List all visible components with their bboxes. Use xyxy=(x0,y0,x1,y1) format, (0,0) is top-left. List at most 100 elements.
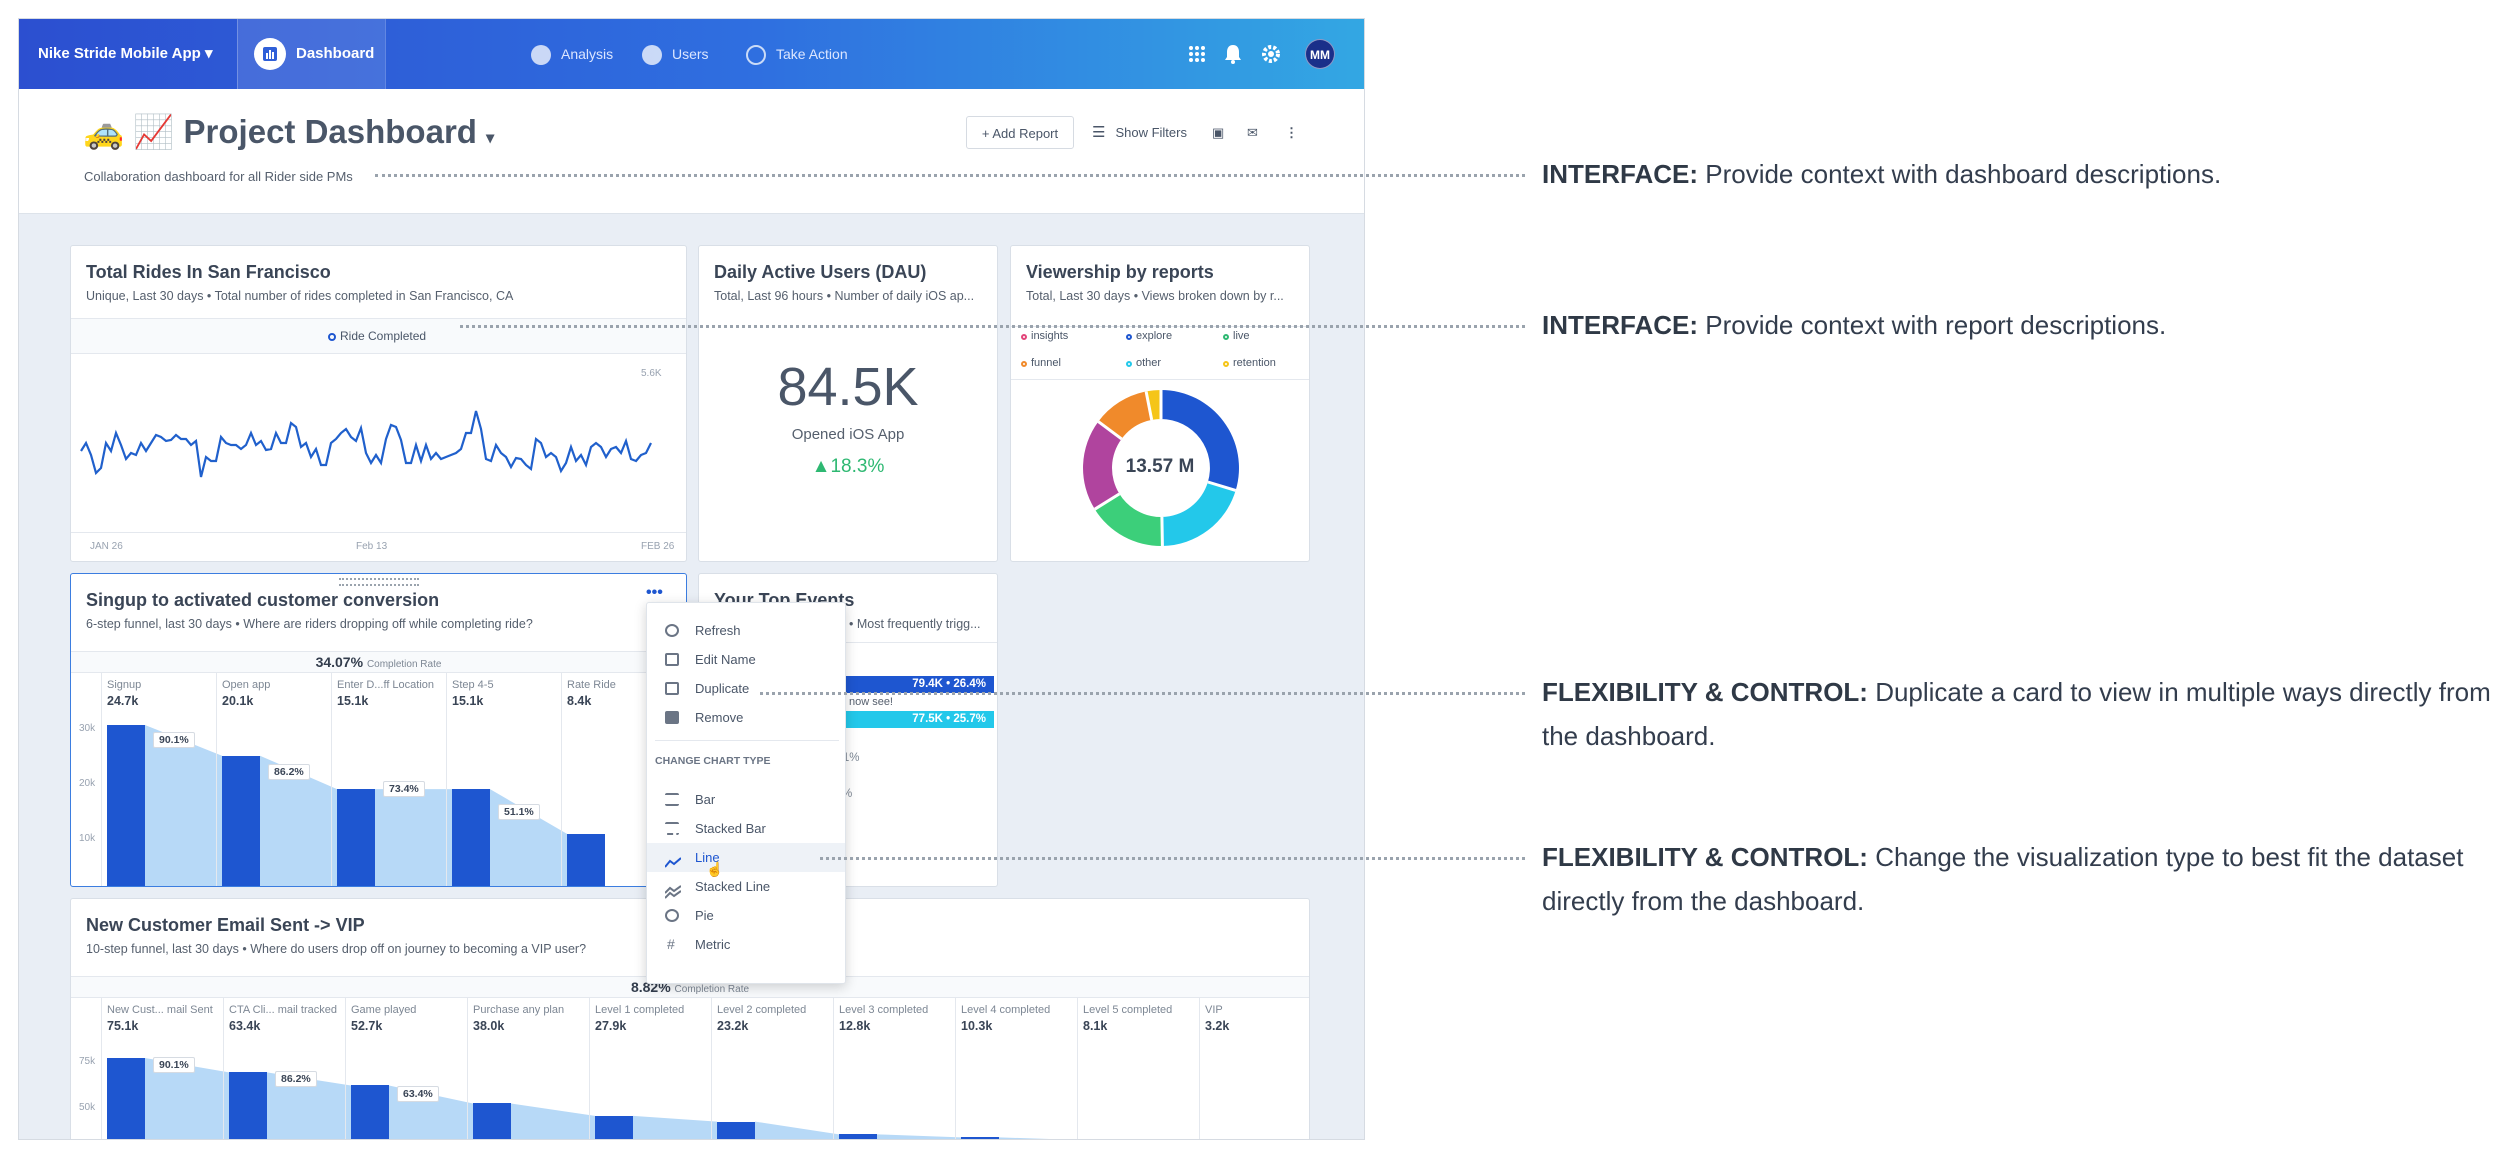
funnel-bar[interactable] xyxy=(473,1103,511,1139)
card-funnel-conversion[interactable]: Singup to activated customer conversion … xyxy=(70,573,687,887)
show-filters-button[interactable]: ☰ Show Filters xyxy=(1092,124,1187,141)
nav-take-action[interactable]: Take Action xyxy=(746,19,848,89)
funnel-bar[interactable] xyxy=(567,833,605,886)
present-icon[interactable]: ▣ xyxy=(1212,125,1225,140)
card-total-rides[interactable]: Total Rides In San Francisco Unique, Las… xyxy=(70,245,687,562)
donut-total: 13.57 M xyxy=(1125,456,1195,477)
chevron-down-icon: ▾ xyxy=(486,130,495,147)
edit-icon xyxy=(665,653,679,666)
menu-item-stacked-line[interactable]: Stacked Line xyxy=(647,872,845,901)
funnel-bar[interactable] xyxy=(107,1058,145,1139)
menu-item-pie[interactable]: Pie xyxy=(647,901,845,930)
funnel-bar[interactable] xyxy=(452,789,490,886)
bell-icon[interactable] xyxy=(1222,43,1244,65)
card-title[interactable]: Singup to activated customer conversion xyxy=(86,590,440,610)
event-bar[interactable]: 79.4K • 26.4% xyxy=(819,676,994,693)
legend-dot-icon xyxy=(1021,361,1027,367)
funnel-bar[interactable] xyxy=(107,725,145,886)
email-icon[interactable]: ✉ xyxy=(1247,125,1258,140)
donut-slice-funnel xyxy=(1098,391,1152,439)
funnel-step-column xyxy=(1199,998,1200,1139)
arrow-up-icon: ▲ xyxy=(811,456,831,477)
x-axis xyxy=(71,532,686,533)
top-navigation-bar: Nike Stride Mobile App ▾ Dashboard Analy… xyxy=(19,19,1364,89)
funnel-dropoff-area xyxy=(755,1121,839,1139)
funnel-step-column xyxy=(833,998,834,1139)
funnel-step-name: Level 3 completed xyxy=(839,1004,929,1016)
funnel-step-column xyxy=(223,998,224,1139)
funnel-step-value: 75.1k xyxy=(107,1019,139,1033)
y-tick: 30k xyxy=(79,723,96,734)
funnel-step-column xyxy=(955,998,956,1139)
legend-dot-icon xyxy=(1126,334,1132,340)
legend-item[interactable]: funnel xyxy=(1021,357,1061,369)
legend-dot-icon xyxy=(1223,361,1229,367)
menu-item-duplicate[interactable]: Duplicate xyxy=(647,674,845,703)
funnel-step-name: VIP xyxy=(1205,1004,1223,1016)
gear-icon[interactable] xyxy=(1260,43,1282,65)
funnel-bar[interactable] xyxy=(717,1121,755,1139)
page-title[interactable]: 🚕 📈 Project Dashboard ▾ xyxy=(83,113,495,150)
funnel-bar[interactable] xyxy=(351,1085,389,1139)
add-report-button[interactable]: + Add Report xyxy=(966,116,1074,149)
nav-dashboard[interactable]: Dashboard xyxy=(237,19,385,89)
donut-chart xyxy=(1083,389,1239,547)
conversion-badge: 86.2% xyxy=(268,764,310,781)
card-title[interactable]: New Customer Email Sent -> VIP xyxy=(86,915,365,935)
menu-item-bar[interactable]: Bar xyxy=(647,785,845,814)
funnel-bar[interactable] xyxy=(229,1072,267,1139)
drag-handle[interactable] xyxy=(339,578,419,586)
funnel-bar[interactable] xyxy=(595,1115,633,1139)
event-bar[interactable]: 77.5K • 25.7% xyxy=(819,711,994,728)
legend-item[interactable]: Ride Completed xyxy=(328,329,426,343)
completion-rate: 34.07% Completion Rate xyxy=(71,651,686,673)
donut-slice-live xyxy=(1094,493,1163,547)
legend-item[interactable]: insights xyxy=(1021,330,1068,342)
sliders-icon: ☰ xyxy=(1092,124,1106,141)
menu-item-metric[interactable]: # Metric xyxy=(667,936,731,952)
card-dau[interactable]: Daily Active Users (DAU) Total, Last 96 … xyxy=(698,245,998,562)
annotation-chart-type: FLEXIBILITY & CONTROL: Change the visual… xyxy=(1542,842,2464,916)
card-viewership[interactable]: Viewership by reports Total, Last 30 day… xyxy=(1010,245,1310,562)
funnel-step-name: Level 2 completed xyxy=(717,1004,807,1016)
more-vertical-icon[interactable]: ⋮ xyxy=(1285,125,1298,140)
funnel-bar[interactable] xyxy=(961,1137,999,1139)
funnel-step-column xyxy=(467,998,468,1139)
card-title[interactable]: Viewership by reports xyxy=(1026,262,1214,282)
conversion-badge: 90.1% xyxy=(153,1057,195,1074)
funnel-dropoff-area xyxy=(633,1115,717,1139)
card-title[interactable]: Daily Active Users (DAU) xyxy=(714,262,927,282)
line-chart xyxy=(80,410,652,478)
menu-section-label: CHANGE CHART TYPE xyxy=(655,755,771,767)
conversion-badge: 86.2% xyxy=(275,1070,317,1087)
legend-item[interactable]: live xyxy=(1223,330,1250,342)
menu-item-line[interactable]: Line xyxy=(647,843,845,872)
legend-item[interactable]: explore xyxy=(1126,330,1172,342)
menu-item-stacked-bar[interactable]: Stacked Bar xyxy=(647,814,845,843)
card-subtitle: Total, Last 96 hours • Number of daily i… xyxy=(714,289,975,303)
funnel-dropoff-area xyxy=(1083,998,1205,1140)
divider xyxy=(237,19,238,89)
funnel-bar[interactable] xyxy=(337,789,375,886)
nav-analysis[interactable]: Analysis xyxy=(531,19,613,89)
more-horizontal-icon[interactable]: ••• xyxy=(646,584,663,601)
menu-item-refresh[interactable]: Refresh xyxy=(647,616,845,645)
project-selector[interactable]: Nike Stride Mobile App ▾ xyxy=(38,45,213,62)
menu-item-edit-name[interactable]: Edit Name xyxy=(647,645,845,674)
card-title[interactable]: Total Rides In San Francisco xyxy=(86,262,331,282)
menu-item-remove[interactable]: Remove xyxy=(647,703,845,732)
chevron-down-icon: ▾ xyxy=(204,45,213,62)
legend-item[interactable]: other xyxy=(1126,357,1161,369)
apps-grid-icon[interactable] xyxy=(1186,43,1208,65)
funnel-bar[interactable] xyxy=(222,755,260,886)
legend-item[interactable]: retention xyxy=(1223,357,1276,369)
annotation-duplicate-card: FLEXIBILITY & CONTROL: Duplicate a card … xyxy=(1542,677,2491,751)
avatar[interactable]: MM xyxy=(1305,39,1335,69)
x-tick: JAN 26 xyxy=(90,541,123,552)
refresh-icon xyxy=(665,624,679,637)
app-window: Nike Stride Mobile App ▾ Dashboard Analy… xyxy=(18,18,1365,1140)
nav-users[interactable]: Users xyxy=(642,19,709,89)
funnel-step-value: 12.8k xyxy=(839,1019,871,1033)
funnel-bar[interactable] xyxy=(839,1134,877,1139)
dashboard-header: 🚕 📈 Project Dashboard ▾ Collaboration da… xyxy=(19,89,1364,214)
